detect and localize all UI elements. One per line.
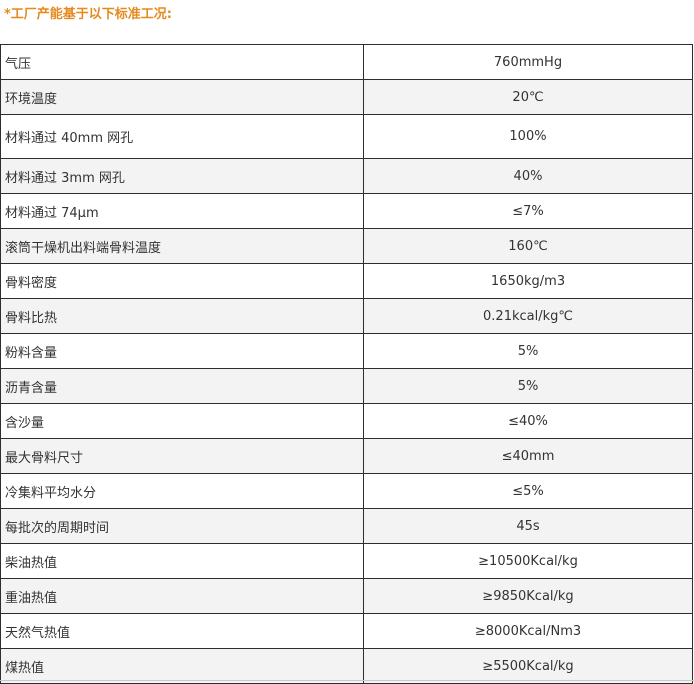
conditions-heading: *工厂产能基于以下标准工况: [4,7,172,22]
table-row: 每批次的周期时间 45s [0,508,693,544]
table-row: 骨料密度 1650kg/m3 [0,263,693,299]
row-value: 1650kg/m3 [363,263,693,299]
row-value: 0.21kcal/kg℃ [363,298,693,334]
table-row: 骨料比热 0.21kcal/kg℃ [0,298,693,334]
table-row: 滚筒干燥机出料端骨料温度 160℃ [0,228,693,264]
row-value: 160℃ [363,228,693,264]
row-value: 5% [363,333,693,369]
row-value: ≥8000Kcal/Nm3 [363,613,693,649]
row-value: 20℃ [363,79,693,115]
row-value: 5% [363,368,693,404]
row-value: 45s [363,508,693,544]
table-row: 冷集料平均水分 ≤5% [0,473,693,509]
row-label: 最大骨料尺寸 [0,438,364,474]
row-value: ≥10500Kcal/kg [363,543,693,579]
row-label: 冷集料平均水分 [0,473,364,509]
table-row: 煤热值 ≥5500Kcal/kg [0,648,693,684]
row-value: 100% [363,114,693,159]
row-value: ≤7% [363,193,693,229]
row-label: 材料通过 74μm [0,193,364,229]
row-label: 柴油热值 [0,543,364,579]
standard-conditions-table: 气压 760mmHg 环境温度 20℃ 材料通过 40mm 网孔 100% 材料… [0,44,693,684]
table-row: 环境温度 20℃ [0,79,693,115]
bottom-divider [0,680,694,683]
table-row: 材料通过 3mm 网孔 40% [0,158,693,194]
row-label: 沥青含量 [0,368,364,404]
row-value: 40% [363,158,693,194]
row-label: 煤热值 [0,648,364,684]
table-row: 材料通过 74μm ≤7% [0,193,693,229]
row-value: ≤5% [363,473,693,509]
table-row: 含沙量 ≤40% [0,403,693,439]
row-label: 气压 [0,44,364,80]
row-label: 材料通过 40mm 网孔 [0,114,364,159]
table-row: 粉料含量 5% [0,333,693,369]
table-row: 天然气热值 ≥8000Kcal/Nm3 [0,613,693,649]
row-label: 含沙量 [0,403,364,439]
row-label: 每批次的周期时间 [0,508,364,544]
table-row: 柴油热值 ≥10500Kcal/kg [0,543,693,579]
row-label: 骨料比热 [0,298,364,334]
row-value: 760mmHg [363,44,693,80]
table-row: 重油热值 ≥9850Kcal/kg [0,578,693,614]
row-value: ≥5500Kcal/kg [363,648,693,684]
row-label: 重油热值 [0,578,364,614]
table-row: 沥青含量 5% [0,368,693,404]
row-label: 骨料密度 [0,263,364,299]
row-value: ≥9850Kcal/kg [363,578,693,614]
row-label: 材料通过 3mm 网孔 [0,158,364,194]
table-row: 材料通过 40mm 网孔 100% [0,114,693,159]
row-label: 环境温度 [0,79,364,115]
row-value: ≤40mm [363,438,693,474]
row-value: ≤40% [363,403,693,439]
table-row: 最大骨料尺寸 ≤40mm [0,438,693,474]
row-label: 粉料含量 [0,333,364,369]
table-row: 气压 760mmHg [0,44,693,80]
row-label: 滚筒干燥机出料端骨料温度 [0,228,364,264]
row-label: 天然气热值 [0,613,364,649]
